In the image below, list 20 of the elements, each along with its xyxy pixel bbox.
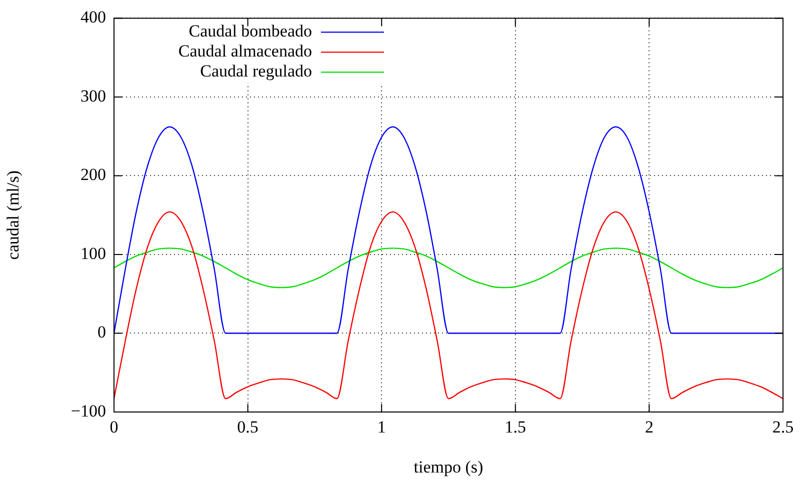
y-tick-label: 300 — [80, 86, 106, 106]
x-tick-label: 1 — [377, 418, 386, 437]
y-tick-label: −100 — [70, 401, 106, 420]
line-series — [114, 248, 783, 288]
x-tick-label: 0.5 — [237, 418, 258, 437]
x-tick-label: 1.5 — [504, 418, 526, 437]
x-tick-label: 2.5 — [772, 418, 794, 437]
x-axis-title: tiempo (s) — [414, 457, 484, 476]
y-tick-label: 100 — [80, 244, 106, 263]
x-tick-label: 2 — [644, 418, 654, 437]
y-tick-label: 0 — [98, 322, 106, 342]
legend-label: Caudal almacenado — [178, 42, 312, 61]
legend-label: Caudal regulado — [200, 62, 312, 81]
x-tick-label: 0 — [110, 418, 118, 437]
y-axis-title: caudal (ml/s) — [4, 170, 23, 260]
legend-label: Caudal bombeado — [188, 22, 312, 41]
line-series — [114, 211, 783, 400]
line-series — [114, 126, 783, 334]
y-tick-label: 400 — [80, 8, 106, 27]
y-tick-label: 200 — [80, 165, 106, 184]
